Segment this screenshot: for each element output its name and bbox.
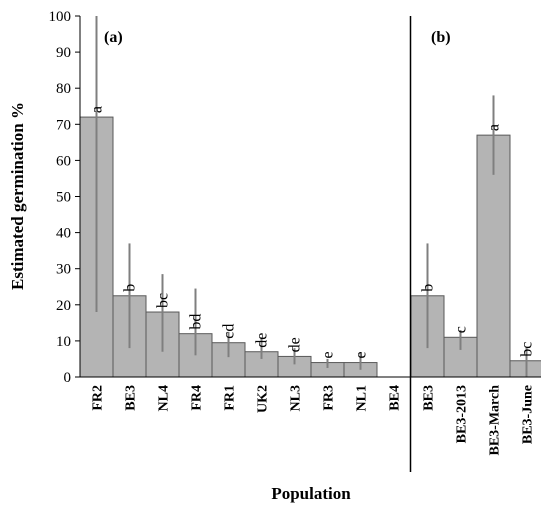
sig-letter-b-be3: b [420, 284, 437, 292]
bars-layer [79, 116, 541, 378]
y-axis-title: Estimated germination % [8, 102, 27, 290]
sig-letter-a-nl3: de [287, 337, 304, 352]
sig-letter-a-fr1: cd [221, 324, 238, 339]
category-label-a-nl1: NL1 [355, 385, 370, 411]
category-label-a-nl3: NL3 [289, 385, 304, 411]
category-label-a-fr1: FR1 [223, 385, 238, 411]
error-bars-layer [95, 16, 528, 377]
sig-letter-b-be3-march: a [486, 124, 503, 131]
panel-b-label: (b) [431, 29, 451, 46]
y-tick-label-20: 20 [56, 298, 71, 314]
sig-letter-a-fr2: a [89, 106, 106, 113]
panel-a-label: (a) [104, 29, 123, 46]
category-label-b-be3-march: BE3-March [488, 385, 503, 456]
category-label-b-be3: BE3 [422, 385, 437, 411]
sig-letter-a-fr3: e [320, 351, 337, 358]
y-tick-label-70: 70 [56, 117, 71, 133]
y-tick-label-10: 10 [56, 334, 71, 350]
y-tick-label-90: 90 [56, 45, 71, 61]
category-labels-layer: FR2 BE3 NL4 FR4 FR1 UK2 NL3 FR3 NL1 BE4 BE3 BE3-201… [91, 385, 536, 456]
x-axis-title: Population [271, 484, 351, 503]
bar-b-be3-march [476, 134, 511, 378]
y-tick-label-100: 100 [49, 9, 72, 25]
sig-letter-a-nl1: e [353, 351, 370, 358]
y-ticks-layer: 0 10 20 30 40 50 60 70 80 90 100 [49, 9, 80, 386]
y-tick-label-40: 40 [56, 226, 71, 242]
category-label-a-fr4: FR4 [190, 385, 205, 411]
axes-layer [79, 16, 541, 472]
sig-letter-a-nl4: bc [155, 293, 172, 308]
sig-letter-a-be3: b [122, 284, 139, 292]
y-tick-label-60: 60 [56, 153, 71, 169]
category-label-a-be3: BE3 [124, 385, 139, 411]
category-label-a-be4: BE4 [388, 385, 403, 411]
category-label-b-be3-june: BE3-June [521, 385, 536, 444]
y-tick-label-50: 50 [56, 190, 71, 206]
sig-letter-b-be3-2013: c [453, 326, 470, 333]
category-label-a-uk2: UK2 [256, 385, 271, 413]
category-label-b-be3-2013: BE3-2013 [455, 385, 470, 443]
category-label-a-nl4: NL4 [157, 385, 172, 411]
y-tick-label-80: 80 [56, 81, 71, 97]
sig-letter-b-be3-june: bc [519, 342, 536, 357]
category-label-a-fr2: FR2 [91, 385, 106, 411]
sig-letter-a-fr4: bd [188, 314, 205, 330]
y-tick-label-30: 30 [56, 262, 71, 278]
sig-letter-a-uk2: de [254, 333, 271, 348]
y-tick-label-0: 0 [64, 370, 72, 386]
category-label-a-fr3: FR3 [322, 385, 337, 411]
